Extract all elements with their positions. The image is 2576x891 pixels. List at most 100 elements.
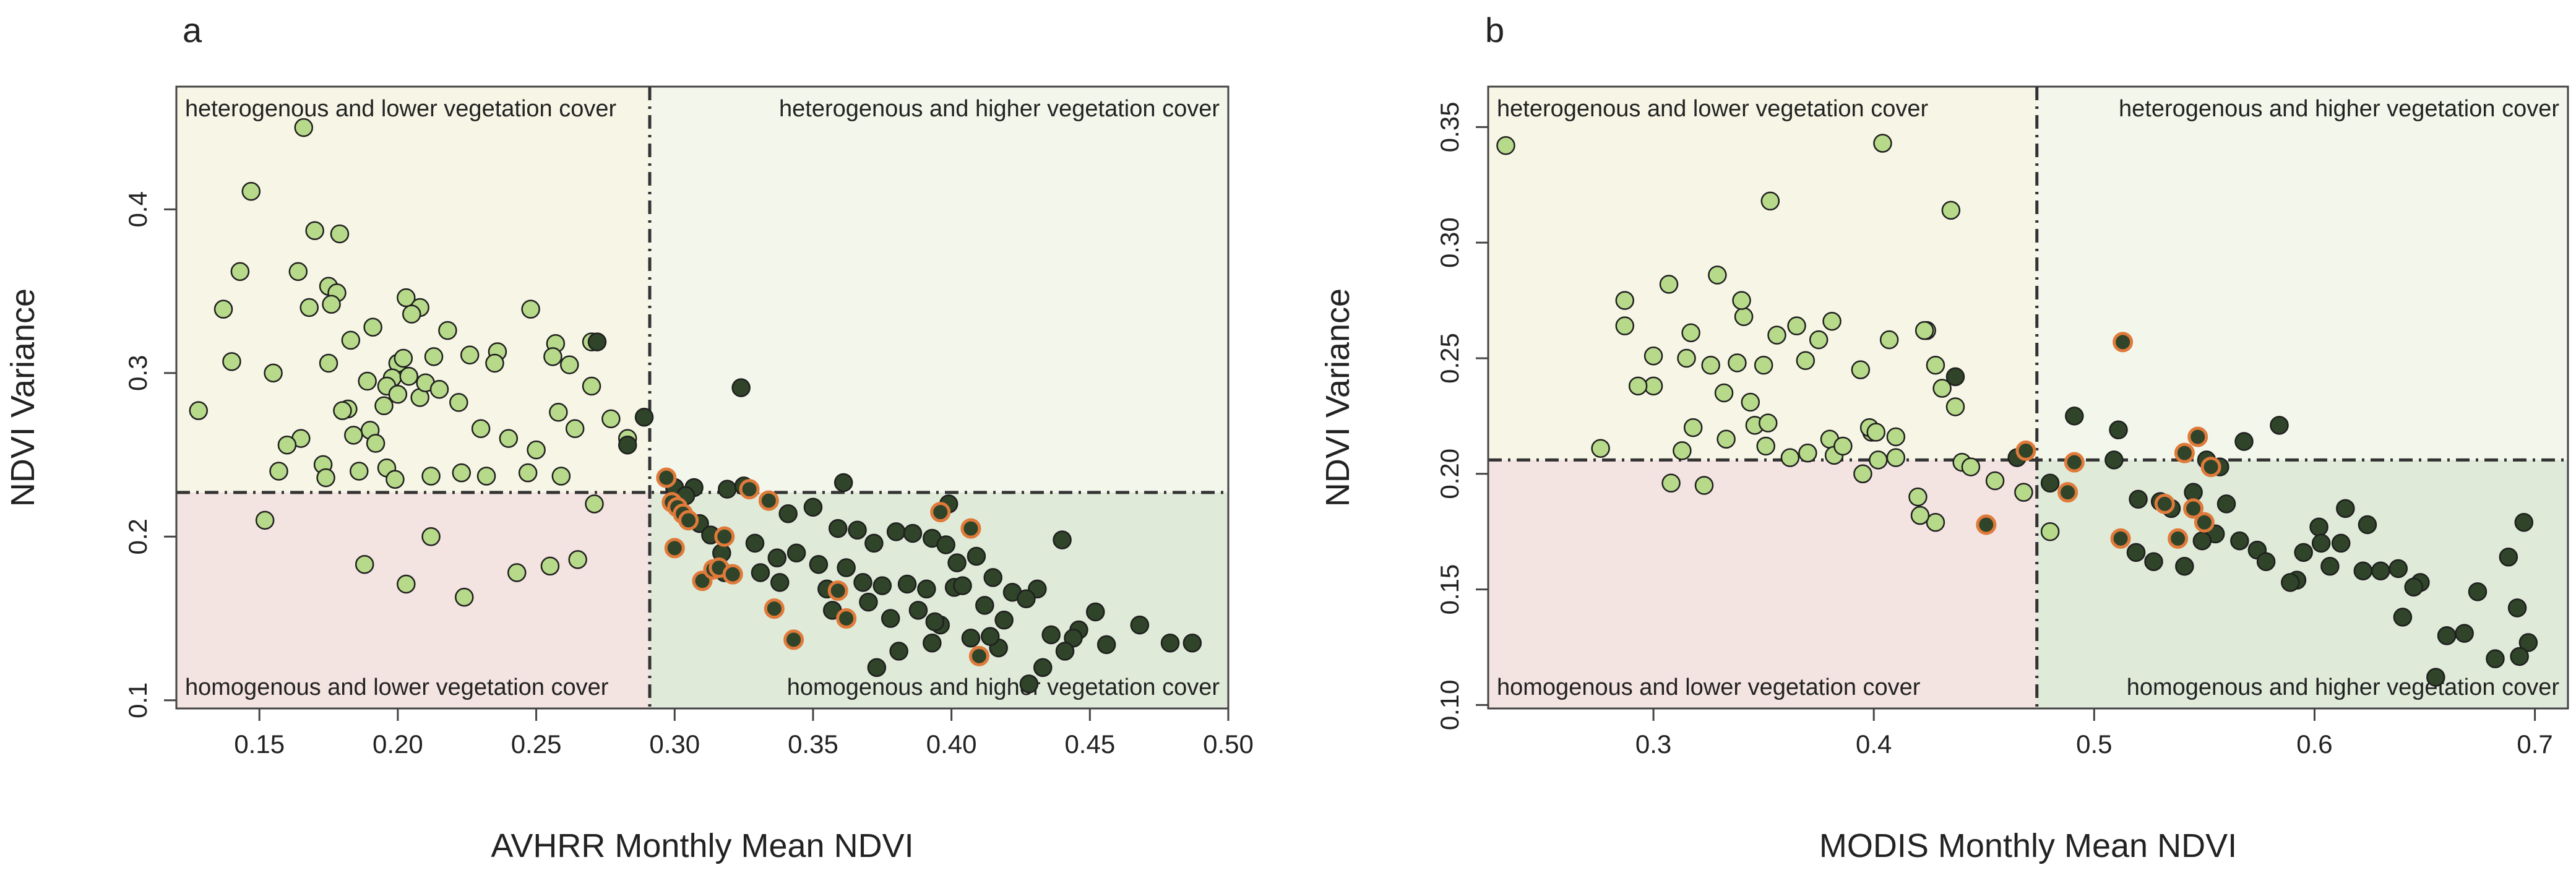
x-tick-label: 0.3 — [1635, 730, 1671, 759]
data-point-light — [1926, 355, 1945, 375]
panel-a: heterogenous and lower vegetation cover h… — [4, 11, 1254, 864]
data-point-light — [1741, 392, 1760, 412]
data-point-dark — [903, 523, 923, 543]
quadrant-label-top-right: heterogenous and higher vegetation cover — [779, 96, 1220, 122]
data-point-dark — [2389, 559, 2408, 579]
data-point-light — [1591, 439, 1610, 458]
data-point-outlined — [2187, 426, 2208, 447]
data-point-dark — [2353, 561, 2373, 580]
data-point-light — [521, 299, 540, 319]
data-point-dark — [2514, 512, 2534, 532]
data-point-light — [264, 363, 283, 383]
data-point-dark — [2455, 624, 2474, 643]
data-point-outlined — [2110, 528, 2131, 549]
data-point-dark — [2192, 531, 2212, 551]
data-point-light — [1780, 448, 1800, 467]
data-point-dark — [923, 633, 942, 653]
x-tick-label: 0.30 — [649, 730, 700, 759]
data-point-dark — [2126, 543, 2146, 562]
data-point-dark — [1945, 367, 1965, 387]
data-point-dark — [2499, 548, 2518, 567]
data-point-light — [294, 118, 314, 137]
data-point-light — [455, 587, 474, 607]
data-point-outlined — [968, 645, 989, 666]
x-tick-label: 0.35 — [788, 730, 838, 759]
data-point-outlined — [722, 564, 743, 585]
data-point-dark — [2270, 416, 2289, 435]
data-point-dark — [975, 596, 994, 615]
data-point-light — [582, 376, 601, 396]
quadrant-label-bottom-left: homogenous and lower vegetation cover — [185, 674, 609, 700]
data-point-outlined — [739, 479, 760, 500]
data-point-dark — [718, 480, 737, 499]
data-point-light — [322, 295, 341, 314]
data-point-dark — [2336, 499, 2355, 519]
data-point-outlined — [2015, 440, 2036, 461]
data-point-dark — [2426, 668, 2445, 687]
data-point-dark — [867, 658, 887, 678]
data-point-dark — [859, 592, 878, 612]
data-point-light — [374, 396, 394, 415]
data-point-dark — [2320, 556, 2340, 576]
data-point-light — [344, 426, 363, 445]
data-point-light — [397, 574, 416, 594]
data-point-light — [399, 366, 419, 386]
data-point-outlined — [656, 467, 677, 488]
data-point-dark — [2518, 633, 2538, 652]
data-point-dark — [587, 332, 607, 351]
data-point-light — [499, 429, 519, 448]
data-point-dark — [2358, 515, 2377, 535]
data-point-outlined — [764, 598, 785, 619]
data-point-dark — [864, 533, 884, 553]
x-tick-label: 0.20 — [373, 730, 423, 759]
data-point-light — [350, 462, 369, 481]
y-tick-label: 0.1 — [123, 682, 152, 718]
data-point-light — [1866, 423, 1886, 442]
data-point-dark — [1017, 589, 1036, 609]
data-point-dark — [2486, 649, 2505, 668]
data-point-dark — [778, 504, 798, 523]
x-tick-label: 0.6 — [2296, 730, 2332, 759]
data-point-dark — [2437, 626, 2457, 645]
data-point-dark — [947, 553, 967, 572]
data-point-light — [549, 403, 568, 422]
data-point-light — [222, 352, 241, 371]
data-point-dark — [834, 473, 853, 493]
y-tick-label: 0.20 — [1435, 449, 1464, 499]
data-point-dark — [2129, 489, 2148, 509]
data-point-dark — [2371, 561, 2390, 580]
data-point-light — [1853, 464, 1872, 484]
data-point-light — [1910, 506, 1930, 525]
quadrant-label-bottom-right: homogenous and higher vegetation cover — [2127, 674, 2560, 700]
data-point-light — [452, 463, 472, 483]
data-point-outlined — [2200, 457, 2221, 478]
data-point-dark — [994, 610, 1014, 630]
data-point-light — [1756, 436, 1775, 456]
data-point-outlined — [836, 608, 857, 629]
data-point-dark — [618, 435, 637, 455]
data-point-light — [341, 330, 361, 350]
data-point-light — [1659, 275, 1679, 294]
data-point-outlined — [664, 538, 685, 559]
data-point-outlined — [2057, 482, 2078, 503]
data-point-dark — [803, 497, 823, 517]
data-point-light — [189, 401, 209, 420]
data-point-light — [1681, 323, 1700, 343]
data-point-light — [1886, 427, 1906, 447]
data-point-outlined — [2113, 332, 2134, 353]
data-point-light — [1915, 321, 1934, 340]
data-point-dark — [967, 546, 986, 566]
x-tick-label: 0.7 — [2517, 730, 2552, 759]
data-point-dark — [936, 535, 955, 554]
data-point-dark — [881, 609, 900, 628]
data-point-light — [1694, 476, 1714, 495]
data-point-light — [305, 221, 324, 240]
data-point-light — [1708, 265, 1727, 285]
data-point-dark — [917, 579, 936, 599]
data-point-light — [230, 262, 250, 282]
data-point-light — [1796, 351, 1816, 370]
data-point-light — [1908, 487, 1928, 507]
data-point-dark — [1086, 602, 1105, 622]
data-point-dark — [981, 627, 1000, 646]
